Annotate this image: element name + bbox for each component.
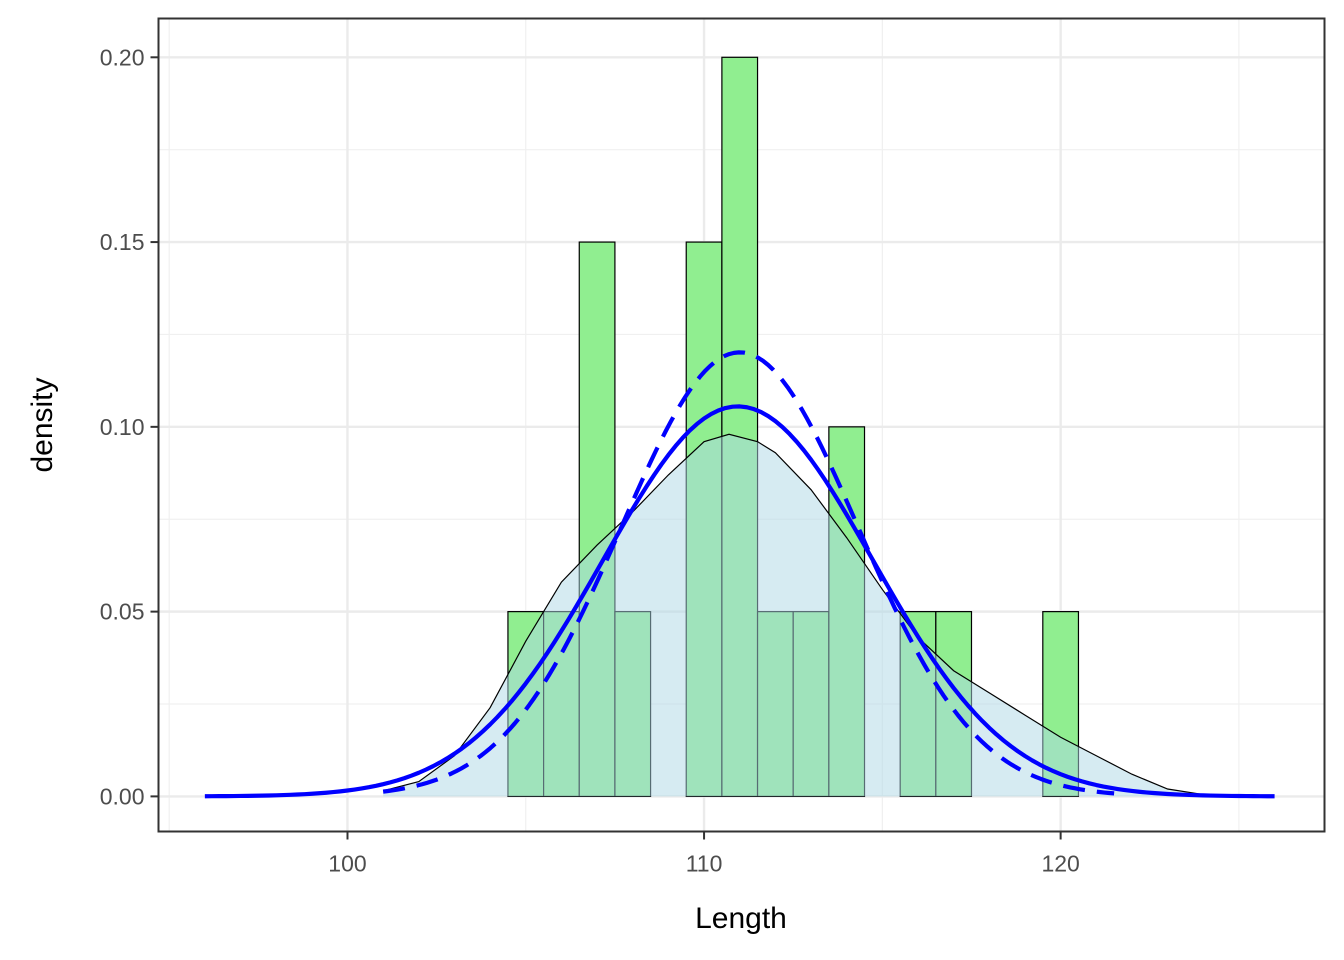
axis-ticks: 100 110 120 0.00 0.05 0.10 0.15 0.20 <box>100 44 1080 876</box>
normal-curve-solid <box>204 404 1275 799</box>
y-tick-label: 0.10 <box>100 414 145 440</box>
x-tick-label: 120 <box>1041 851 1079 877</box>
y-tick-label: 0.20 <box>100 44 145 70</box>
kernel-density-fill <box>383 434 1204 797</box>
plot-panel-border <box>157 17 1326 833</box>
kernel-density-line <box>382 433 1204 796</box>
y-tick-label: 0.15 <box>100 229 145 255</box>
y-tick-label: 0.05 <box>100 599 145 625</box>
kernel-density-area <box>382 433 1204 797</box>
y-axis-title: density <box>26 377 59 472</box>
x-tick-label: 110 <box>686 851 723 877</box>
normal-curve-dashed <box>382 350 1115 796</box>
x-axis-title: Length <box>695 902 787 935</box>
normal-curves <box>204 350 1275 799</box>
y-tick-label: 0.00 <box>100 783 145 809</box>
x-tick-label: 100 <box>328 851 366 877</box>
